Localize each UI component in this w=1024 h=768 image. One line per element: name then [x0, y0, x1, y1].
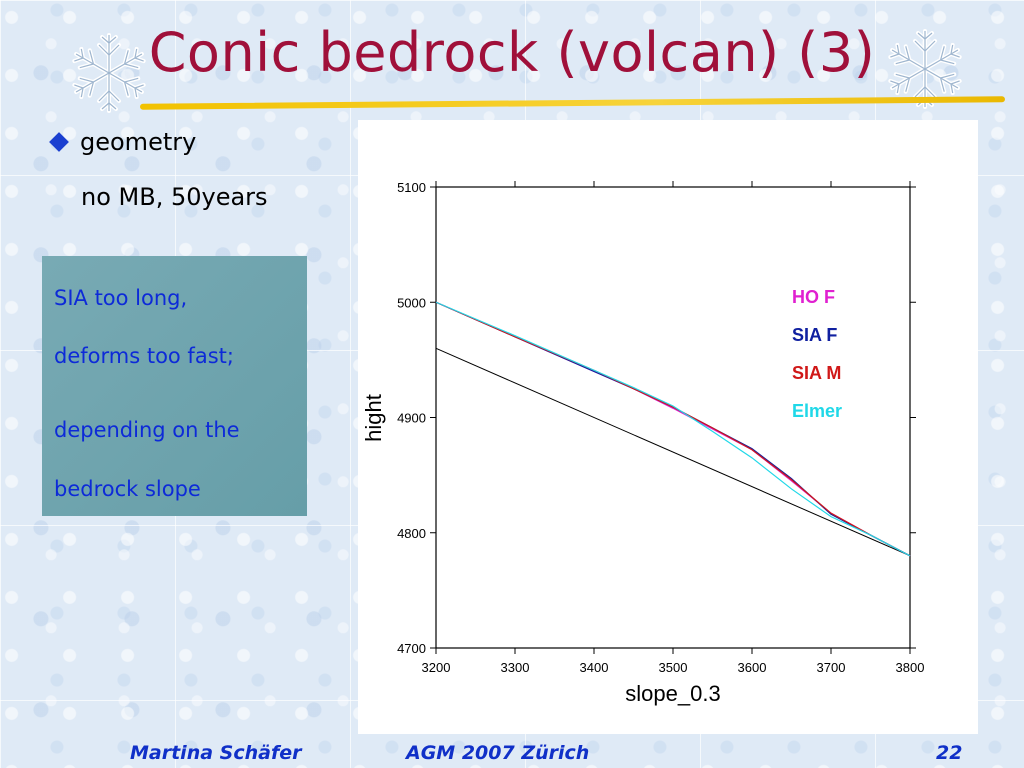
legend-entry: Elmer: [792, 401, 842, 421]
note-line: depending on the: [54, 418, 240, 442]
y-tick-label: 4700: [397, 641, 426, 656]
line-chart: 3200 3300 3400 3500 3600 3700 3800 4700 4800 4900…: [361, 180, 924, 706]
footer-event: AGM 2007 Zürich: [406, 742, 590, 764]
note-box: SIA too long, deforms too fast; dependin…: [42, 256, 307, 516]
legend-entry: HO F: [792, 287, 835, 307]
y-tick-label: 5000: [397, 295, 426, 310]
y-tick-label: 4800: [397, 526, 426, 541]
y-tick-label: 4900: [397, 411, 426, 426]
series-line: [435, 301, 911, 557]
note-line: deforms too fast;: [54, 344, 234, 368]
x-tick-label: 3800: [896, 660, 925, 675]
x-tick-label: 3300: [501, 660, 530, 675]
slide-title: Conic bedrock (volcan) (3): [148, 21, 876, 84]
y-tick-label: 5100: [397, 180, 426, 195]
bullet-text: geometry: [80, 128, 197, 156]
footer-page-number: 22: [936, 742, 963, 764]
x-tick-label: 3400: [580, 660, 609, 675]
x-tick-label: 3600: [738, 660, 767, 675]
diamond-bullet-icon: [49, 132, 69, 152]
y-axis-label: hight: [361, 394, 386, 442]
note-line: bedrock slope: [54, 477, 201, 501]
footer-author: Martina Schäfer: [130, 742, 302, 764]
legend-entry: SIA M: [792, 363, 841, 383]
x-tick-label: 3700: [817, 660, 846, 675]
bullet-item: geometry: [46, 128, 196, 156]
chart-panel: 3200 3300 3400 3500 3600 3700 3800 4700 4800 4900…: [358, 120, 978, 734]
legend-entry: SIA F: [792, 325, 837, 345]
series-layer: [435, 301, 911, 557]
x-tick-label: 3500: [659, 660, 688, 675]
title-underline: [139, 96, 1006, 110]
series-line: [435, 301, 911, 557]
axis-ticks: 3200 3300 3400 3500 3600 3700 3800 4700 4800 4900…: [397, 180, 924, 675]
snowflake-icon: [69, 33, 149, 113]
sub-text: no MB, 50years: [81, 183, 268, 211]
note-line: SIA too long,: [54, 286, 188, 310]
chart-legend: HO F SIA F SIA M Elmer: [792, 287, 842, 421]
x-tick-label: 3200: [422, 660, 451, 675]
bedrock-line: [435, 347, 911, 557]
x-axis-label: slope_0.3: [625, 681, 720, 706]
